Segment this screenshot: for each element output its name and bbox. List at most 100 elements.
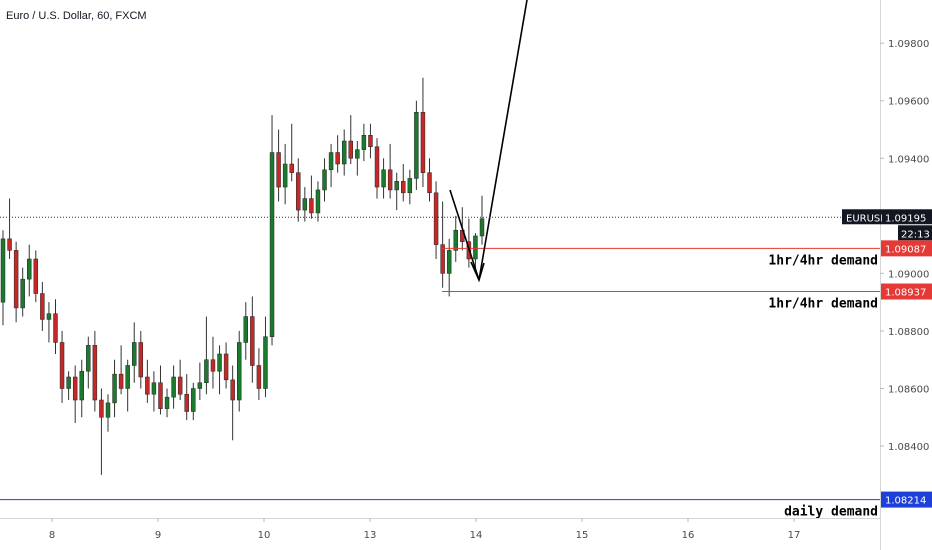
candle (282, 143, 288, 205)
demand-level-price-tag (881, 240, 932, 257)
candle (414, 100, 419, 190)
candle (46, 302, 52, 343)
candle-body (433, 192, 439, 245)
candle (72, 365, 78, 424)
candle-body (341, 140, 347, 165)
candle (401, 164, 406, 202)
candle-body (151, 382, 157, 395)
time-axis-tick-label: 10 (258, 530, 271, 541)
candle-body (66, 376, 71, 389)
candle-body (387, 169, 393, 191)
candle-body (407, 178, 413, 194)
last-price-label: 1.09195 (885, 213, 926, 224)
candle-body (27, 258, 32, 280)
candle (79, 359, 84, 418)
candle-body (276, 152, 281, 188)
candle-body (112, 373, 117, 404)
candle (210, 336, 216, 389)
demand-level-price-label: 1.08214 (885, 496, 926, 507)
candle-body (250, 316, 255, 366)
candle (335, 135, 340, 173)
projection-arrow (449, 0, 528, 283)
candle (7, 198, 12, 259)
time-axis[interactable]: 8 9 10 13 14 15 16 17 (49, 518, 801, 541)
candle (177, 359, 183, 401)
candle-body (453, 229, 458, 251)
candle-body (33, 258, 39, 294)
candle-body (132, 342, 137, 366)
candle-body (204, 359, 209, 383)
candle-body (158, 382, 163, 409)
candle (368, 123, 373, 159)
candles-layer (0, 77, 485, 475)
price-axis-tick-label: 1.08800 (888, 327, 929, 338)
candle (105, 394, 111, 432)
candle (164, 388, 170, 418)
time-axis-tick-label: 17 (788, 530, 801, 541)
candle (374, 138, 380, 199)
candle (204, 316, 209, 395)
candle-body (348, 140, 353, 159)
symbol-label: EURUSD (846, 213, 888, 224)
candle-body (40, 293, 45, 320)
candle-body (46, 313, 52, 320)
candle-body (230, 379, 235, 401)
candle (217, 345, 222, 395)
candle (223, 342, 229, 389)
candle-body (171, 376, 176, 398)
candle (237, 330, 242, 412)
candle-body (79, 370, 84, 401)
candle (289, 123, 294, 182)
candle (53, 299, 58, 354)
candle (27, 244, 32, 297)
candle-body (59, 342, 65, 389)
candle (328, 143, 334, 188)
candle-body (263, 336, 268, 389)
candle (40, 282, 45, 331)
candle (341, 129, 347, 176)
candle (355, 141, 360, 176)
candle-body (145, 376, 150, 395)
candle (243, 302, 248, 360)
candle (138, 330, 144, 389)
candle (479, 195, 485, 245)
candle-body (315, 189, 321, 214)
candle (250, 296, 255, 383)
candle (361, 123, 367, 162)
demand-level-label: 1hr/4hr demand (768, 297, 878, 312)
candle (263, 316, 268, 398)
time-axis-tick-label: 13 (364, 530, 377, 541)
candle (99, 388, 104, 475)
candle (158, 365, 163, 415)
candle (381, 158, 386, 199)
candle-body (105, 402, 111, 418)
candle (125, 359, 130, 412)
candle-body (322, 169, 327, 191)
candle (302, 187, 308, 222)
candle-body (125, 365, 130, 389)
last-price-tag (882, 209, 932, 225)
candle-body (86, 345, 91, 372)
candle (309, 175, 314, 219)
candle (151, 371, 157, 412)
price-axis-tick-label: 1.08600 (888, 385, 929, 396)
candle-body (0, 238, 6, 303)
candle-body (191, 388, 196, 412)
candle (256, 348, 262, 401)
candle-body (282, 163, 288, 188)
candle (191, 382, 196, 421)
time-axis-tick-label: 14 (470, 530, 483, 541)
candle-body (414, 111, 419, 179)
demand-level-price-tag (881, 283, 932, 300)
candle (440, 201, 445, 288)
time-axis-tick-label: 8 (49, 530, 55, 541)
candle (453, 215, 458, 262)
candle-body (210, 359, 216, 372)
candle (86, 336, 91, 389)
candle (20, 267, 25, 317)
symbol-tag (842, 209, 882, 225)
candle (132, 322, 137, 383)
candle-body (440, 244, 445, 274)
chart-title: Euro / U.S. Dollar, 60, FXCM (6, 10, 147, 22)
